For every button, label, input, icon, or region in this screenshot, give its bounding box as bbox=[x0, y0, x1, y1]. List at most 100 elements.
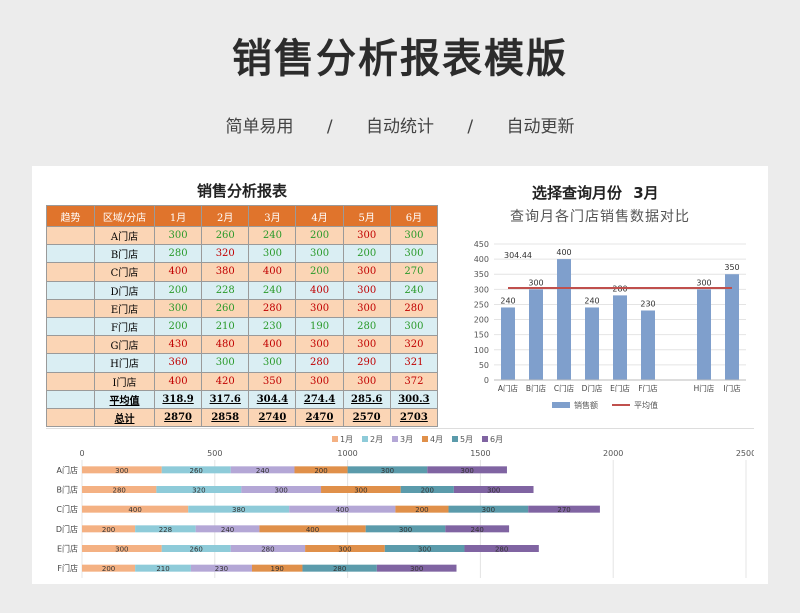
bar-segment bbox=[241, 486, 322, 493]
total-cell: 318.9 bbox=[153, 389, 203, 409]
query-label: 选择查询月份 bbox=[532, 184, 623, 202]
store-cell: G门店 bbox=[94, 335, 155, 355]
store-cell: D门店 bbox=[94, 280, 155, 300]
query-month-value[interactable]: 3月 bbox=[633, 184, 659, 202]
x-tick-label: 0 bbox=[79, 449, 84, 458]
value-cell: 280 bbox=[389, 298, 439, 318]
total-cell: 2870 bbox=[153, 407, 203, 428]
y-tick-label: 450 bbox=[474, 240, 489, 249]
trend-cell bbox=[46, 280, 95, 300]
total-cell: 2858 bbox=[201, 407, 250, 428]
data-label: 380 bbox=[232, 506, 245, 514]
y-tick-label: B门店 bbox=[57, 485, 79, 495]
value-cell: 320 bbox=[201, 244, 250, 264]
x-tick-label: D门店 bbox=[582, 383, 603, 393]
legend-swatch bbox=[362, 436, 368, 442]
total-cell: 317.6 bbox=[201, 389, 250, 409]
table-row: G门店 430 480 400 300 300 320 bbox=[46, 335, 439, 355]
legend-swatch bbox=[482, 436, 488, 442]
row-label: 总计 bbox=[94, 407, 155, 428]
data-label: 400 bbox=[336, 506, 349, 514]
tag-auto-stat: 自动统计 bbox=[366, 117, 434, 137]
bar bbox=[697, 289, 711, 380]
store-cell: H门店 bbox=[94, 353, 155, 373]
table-row: C门店 400 380 400 200 300 270 bbox=[46, 262, 439, 282]
y-tick-label: 300 bbox=[474, 285, 489, 294]
table-row: D门店 200 228 240 400 300 240 bbox=[46, 280, 439, 300]
data-label: 210 bbox=[156, 565, 169, 573]
subtitle-tags: 简单易用 / 自动统计 / 自动更新 bbox=[0, 112, 800, 137]
col-trend: 趋势 bbox=[46, 205, 95, 227]
store-cell: C门店 bbox=[94, 262, 155, 282]
tag-easy: 简单易用 bbox=[225, 117, 294, 137]
trend-cell bbox=[46, 225, 95, 246]
avg-row: 平均值 318.9 317.6 304.4 274.4 285.6 300.3 bbox=[46, 389, 439, 409]
value-cell: 300 bbox=[389, 244, 439, 264]
x-tick-label: F门店 bbox=[638, 383, 658, 393]
value-cell: 372 bbox=[389, 371, 439, 391]
bar-segment bbox=[448, 505, 529, 513]
bar-segment bbox=[82, 466, 162, 474]
bar-segment bbox=[135, 564, 191, 572]
trend-cell bbox=[46, 389, 95, 409]
trend-cell bbox=[46, 298, 95, 318]
bar-segment bbox=[427, 466, 507, 474]
column-chart-svg: 0 50 100 150 200 250 300 350 400 450 240 300 400 240 2… bbox=[474, 240, 746, 410]
data-label: 190 bbox=[271, 565, 284, 573]
bar bbox=[501, 307, 515, 380]
value-cell: 200 bbox=[342, 244, 391, 264]
total-cell: 2703 bbox=[389, 407, 439, 428]
data-label: 200 bbox=[102, 565, 115, 573]
y-tick-label: E门店 bbox=[57, 544, 78, 554]
bar-segment bbox=[82, 486, 157, 493]
bar-segment bbox=[82, 545, 162, 552]
col-m2: 2月 bbox=[201, 205, 250, 227]
data-label: 300 bbox=[115, 467, 128, 475]
trend-cell bbox=[46, 244, 95, 264]
data-label: 280 bbox=[495, 546, 508, 554]
legend-label: 4月 bbox=[430, 435, 443, 444]
sales-table: 趋势 区域/分店 1月 2月 3月 4月 5月 6月 A门店 300 260 240 2… bbox=[46, 205, 439, 428]
data-label: 200 bbox=[415, 506, 428, 514]
y-tick-label: A门店 bbox=[57, 465, 78, 475]
data-label: 400 bbox=[306, 526, 319, 534]
tag-separator: / bbox=[326, 117, 333, 137]
store-cell: F门店 bbox=[94, 316, 155, 337]
col-m4: 4月 bbox=[295, 205, 344, 227]
value-cell: 300 bbox=[342, 371, 391, 391]
data-label: 300 bbox=[696, 278, 711, 287]
data-label: 280 bbox=[112, 487, 125, 495]
tag-auto-update: 自动更新 bbox=[506, 117, 575, 137]
bar-segment bbox=[365, 525, 446, 533]
bar-segment bbox=[82, 525, 136, 533]
value-cell: 200 bbox=[153, 316, 203, 337]
value-cell: 210 bbox=[201, 316, 250, 337]
legend-label: 2月 bbox=[370, 435, 383, 444]
data-label: 300 bbox=[528, 278, 543, 287]
data-label: 240 bbox=[256, 467, 269, 475]
x-tick-label: 1500 bbox=[470, 449, 490, 458]
monthly-comparison-chart: 查询月各门店销售数据对比 0 50 100 150 200 250 300 350 400 450… bbox=[444, 202, 756, 424]
value-cell: 280 bbox=[248, 298, 297, 318]
value-cell: 300 bbox=[342, 280, 391, 300]
value-cell: 190 bbox=[295, 316, 344, 337]
legend-swatch bbox=[332, 436, 338, 442]
value-cell: 400 bbox=[248, 335, 297, 355]
page-title: 销售分析报表模版 bbox=[232, 36, 568, 82]
value-cell: 300 bbox=[295, 244, 344, 264]
value-cell: 260 bbox=[201, 298, 250, 318]
data-label: 300 bbox=[399, 526, 412, 534]
bar-segment bbox=[453, 486, 534, 493]
bar-segment bbox=[294, 466, 348, 474]
y-tick-label: 50 bbox=[479, 361, 489, 370]
value-cell: 420 bbox=[201, 371, 250, 391]
value-cell: 300 bbox=[295, 335, 344, 355]
tag-separator: / bbox=[467, 117, 474, 137]
value-cell: 300 bbox=[342, 225, 391, 246]
data-label: 240 bbox=[500, 296, 515, 305]
chart-title: 查询月各门店销售数据对比 bbox=[510, 209, 690, 225]
report-card: 销售分析报表 选择查询月份 3月 趋势 区域/分店 1月 2月 3月 4月 5月… bbox=[32, 166, 768, 584]
trend-cell bbox=[46, 335, 95, 355]
y-tick-label: D门店 bbox=[56, 524, 78, 534]
value-cell: 300 bbox=[342, 298, 391, 318]
